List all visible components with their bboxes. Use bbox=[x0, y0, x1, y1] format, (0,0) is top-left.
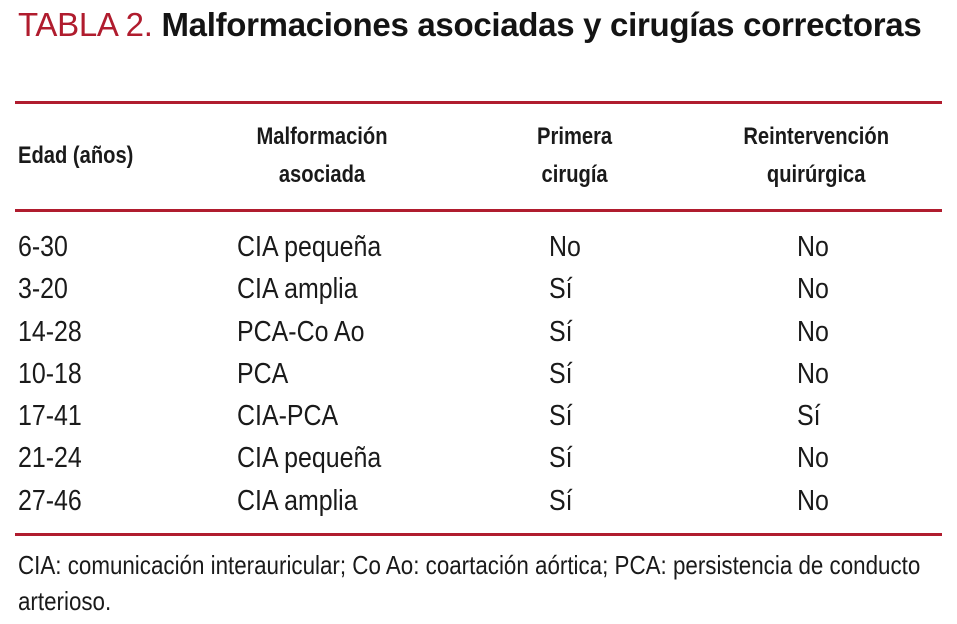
cell-first-surgery: Sí bbox=[549, 273, 573, 306]
cell-reintervention: No bbox=[797, 357, 829, 390]
cell-age: 27-46 bbox=[18, 484, 82, 517]
cell-reintervention: No bbox=[797, 484, 829, 517]
cell-malformation: CIA pequeña bbox=[237, 442, 382, 475]
cell-malformation: CIA amplia bbox=[237, 484, 358, 517]
cell-age: 10-18 bbox=[18, 357, 82, 390]
cell-reintervention: No bbox=[797, 442, 829, 475]
table-number-label: TABLA 2. bbox=[18, 6, 153, 43]
cell-first-surgery: No bbox=[549, 231, 581, 263]
top-rule bbox=[15, 101, 942, 104]
cell-age: 21-24 bbox=[18, 442, 82, 475]
cell-first-surgery: Sí bbox=[549, 484, 573, 517]
cell-malformation: CIA-PCA bbox=[237, 400, 339, 433]
table-title: TABLA 2. Malformaciones asociadas y ciru… bbox=[18, 0, 948, 50]
cell-age: 3-20 bbox=[18, 273, 68, 306]
table-row: 6-30 CIA pequeña No No bbox=[0, 226, 957, 268]
cell-first-surgery: Sí bbox=[549, 400, 573, 433]
cell-reintervention: Sí bbox=[797, 400, 821, 433]
header-rule bbox=[15, 209, 942, 212]
cell-first-surgery: Sí bbox=[549, 442, 573, 475]
cell-first-surgery: Sí bbox=[549, 357, 573, 390]
bottom-rule bbox=[15, 533, 942, 536]
table-row: 27-46 CIA amplia Sí No bbox=[0, 480, 957, 522]
table-row: 3-20 CIA amplia Sí No bbox=[0, 268, 957, 310]
table-row: 10-18 PCA Sí No bbox=[0, 353, 957, 395]
cell-age: 6-30 bbox=[18, 231, 68, 263]
cell-malformation: CIA pequeña bbox=[237, 231, 382, 263]
header-reintervention: Reintervención quirúrgica bbox=[743, 123, 890, 188]
table-footnote: CIA: comunicación interauricular; Co Ao:… bbox=[18, 550, 921, 616]
table-body: 6-30 CIA pequeña No No 3-20 CIA amplia S… bbox=[0, 226, 957, 522]
cell-reintervention: No bbox=[797, 273, 829, 306]
cell-age: 17-41 bbox=[18, 400, 82, 433]
header-age: Edad (años) bbox=[18, 142, 134, 169]
header-first-surgery: Primera cirugía bbox=[537, 123, 613, 188]
header-malformation: Malformación asociada bbox=[256, 123, 388, 188]
cell-reintervention: No bbox=[797, 315, 829, 348]
cell-reintervention: No bbox=[797, 231, 829, 263]
table-row: 17-41 CIA-PCA Sí Sí bbox=[0, 395, 957, 437]
cell-malformation: PCA-Co Ao bbox=[237, 315, 365, 348]
cell-first-surgery: Sí bbox=[549, 315, 573, 348]
table-row: 14-28 PCA-Co Ao Sí No bbox=[0, 311, 957, 353]
table-row: 21-24 CIA pequeña Sí No bbox=[0, 437, 957, 479]
cell-malformation: CIA amplia bbox=[237, 273, 358, 306]
cell-age: 14-28 bbox=[18, 315, 82, 348]
table-title-text: Malformaciones asociadas y cirugías corr… bbox=[161, 6, 922, 43]
cell-malformation: PCA bbox=[237, 357, 289, 390]
